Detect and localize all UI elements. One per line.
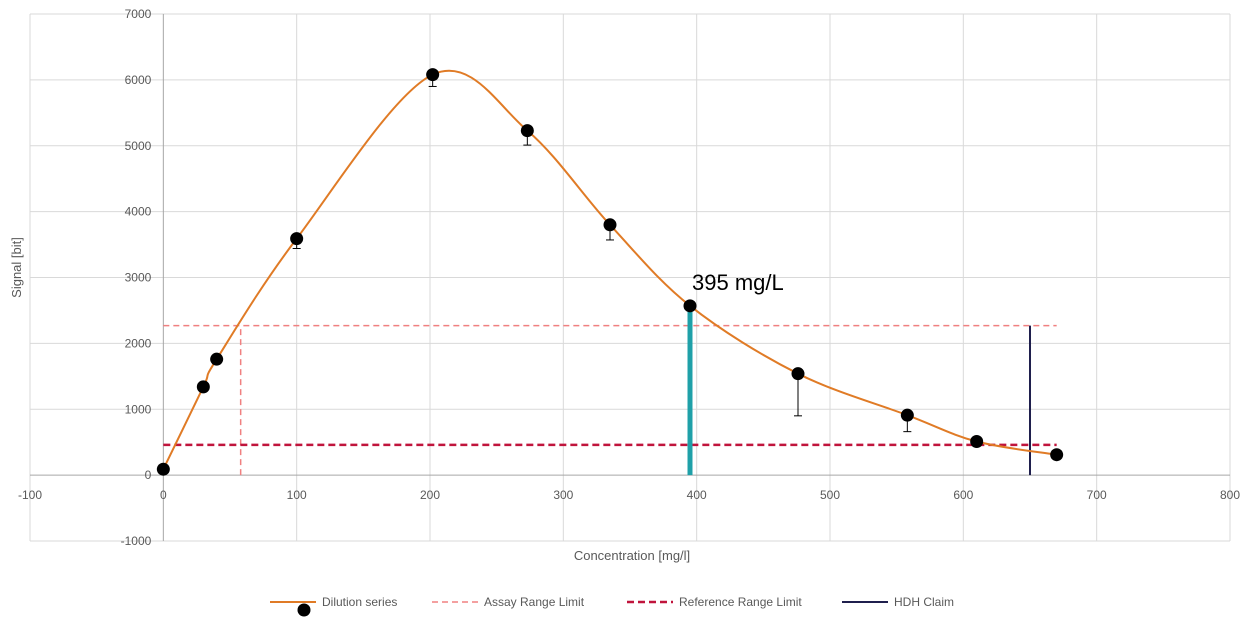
legend-label: Reference Range Limit [679,595,802,609]
x-tick-label: 200 [420,488,440,502]
x-tick-label: 400 [687,488,707,502]
x-tick-label: 300 [553,488,573,502]
x-tick-label: 800 [1220,488,1240,502]
legend-item: HDH Claim [842,595,954,609]
data-point [290,232,304,246]
data-point [603,218,617,232]
y-tick-label: -1000 [121,534,152,548]
x-tick-label: 700 [1087,488,1107,502]
annotation-label: 395 mg/L [692,270,784,295]
legend: Dilution series Assay Range Limit Referenc… [270,595,954,617]
data-point [1050,448,1064,462]
data-point [520,124,534,138]
x-tick-label: 600 [953,488,973,502]
legend-item: Dilution series [270,595,397,617]
x-tick-label: 0 [160,488,167,502]
annotation-layer: 395 mg/L [692,270,784,295]
y-tick-label: 3000 [125,271,152,285]
grid-layer [29,13,1231,542]
data-point [196,380,210,394]
legend-item: Reference Range Limit [627,595,802,609]
y-axis-title: Signal [bit] [9,237,24,298]
legend-label: Dilution series [322,595,397,609]
reference-lines-layer [163,324,1057,476]
y-tick-label: 6000 [125,73,152,87]
legend-marker [297,603,311,617]
error-bars-layer [159,74,1061,472]
points-layer [156,68,1064,476]
x-tick-label: -100 [18,488,42,502]
legend-label: HDH Claim [894,595,954,609]
data-point [210,352,224,366]
y-tick-label: 4000 [125,205,152,219]
legend-item: Assay Range Limit [432,595,585,609]
x-tick-label: 100 [287,488,307,502]
y-tick-label: 2000 [125,336,152,350]
data-point [426,68,440,82]
y-tick-label: 0 [145,468,152,482]
y-tick-label: 7000 [125,7,152,21]
legend-label: Assay Range Limit [484,595,585,609]
data-point [900,408,914,422]
data-point [156,462,170,476]
x-tick-label: 500 [820,488,840,502]
data-point [791,367,805,381]
data-point [683,299,697,313]
y-tick-label: 5000 [125,139,152,153]
x-axis-title: Concentration [mg/l] [574,548,690,563]
data-point [970,435,984,449]
y-tick-label: 1000 [125,402,152,416]
tick-labels-layer: -100 0 100 200 300 400 500 600 700 800-1000010002… [18,7,1240,548]
